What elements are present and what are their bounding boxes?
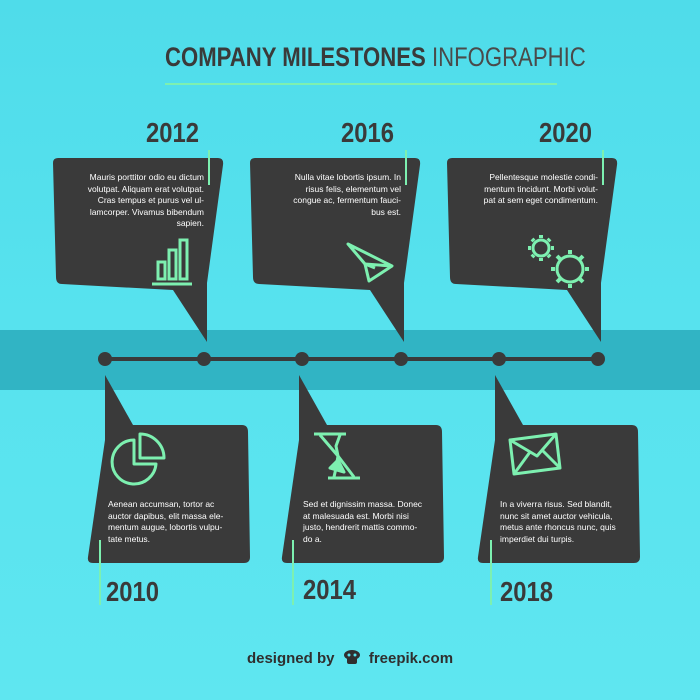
bubble-2014	[281, 375, 444, 563]
timeline-dot	[295, 352, 309, 366]
milestone-text: Aenean accumsan, tortor ac auctor dapibus…	[108, 499, 224, 544]
year-label: 2012	[146, 117, 199, 148]
accent-line	[99, 540, 101, 605]
year-label: 2010	[106, 576, 159, 607]
milestone-text: Pellentesque molestie condi-mentum tinci…	[483, 172, 598, 205]
year-label: 2016	[341, 117, 394, 148]
credit-line: designed by freepik.com	[0, 648, 700, 670]
envelope-icon	[508, 432, 562, 476]
timeline-dot	[98, 352, 112, 366]
pie-chart-icon	[110, 432, 166, 486]
milestone-text: Mauris porttitor odio eu dictum volutpat.…	[87, 172, 204, 228]
timeline-dot	[394, 352, 408, 366]
bar-chart-icon	[152, 238, 192, 286]
title-light: INFOGRAPHIC	[431, 42, 586, 72]
bubble-2016	[250, 158, 421, 342]
accent-line	[490, 540, 492, 605]
accent-line	[208, 150, 210, 185]
gears-icon	[528, 235, 589, 288]
bubble-2010	[87, 375, 250, 563]
year-label: 2020	[539, 117, 592, 148]
freepik-logo-icon	[342, 648, 362, 670]
timeline-line	[103, 357, 598, 361]
credit-prefix: designed by	[246, 649, 335, 667]
milestone-text: Nulla vitae lobortis ipsum. In risus feli…	[293, 172, 401, 217]
title-underline	[165, 83, 557, 85]
title-bold: COMPANY MILESTONES	[165, 42, 426, 72]
timeline-dot	[197, 352, 211, 366]
timeline-dot	[492, 352, 506, 366]
hourglass-icon	[314, 432, 360, 480]
year-label: 2014	[303, 574, 356, 605]
milestone-text: In a viverra risus. Sed blandit, nunc sit…	[500, 499, 616, 544]
accent-line	[602, 150, 604, 185]
page-title: COMPANY MILESTONES INFOGRAPHIC	[165, 40, 586, 74]
year-label: 2018	[500, 576, 553, 607]
title-block: COMPANY MILESTONES INFOGRAPHIC	[165, 40, 586, 85]
timeline-dot	[591, 352, 605, 366]
milestone-text: Sed et dignissim massa. Donec at malesuad…	[303, 499, 423, 544]
bubble-2012	[53, 158, 224, 342]
accent-line	[292, 540, 294, 605]
credit-brand[interactable]: freepik.com	[368, 649, 454, 667]
accent-line	[405, 150, 407, 185]
paper-plane-icon	[346, 242, 394, 283]
